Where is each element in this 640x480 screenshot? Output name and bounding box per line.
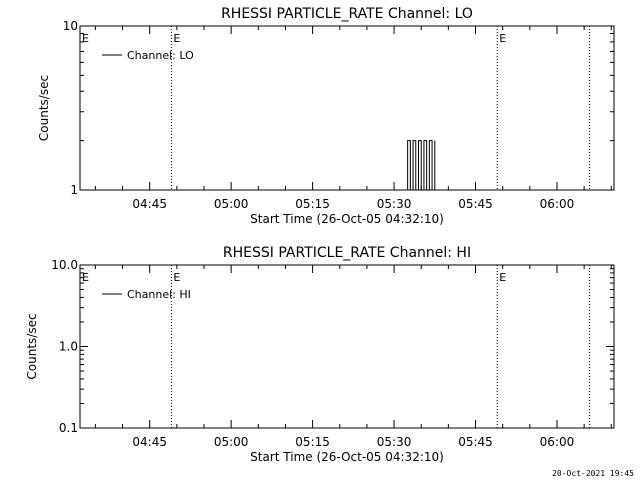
panel-2-title: RHESSI PARTICLE_RATE Channel: HI <box>223 245 471 261</box>
panel-1-event-label: E <box>173 32 180 45</box>
panel-1-x-tick-label: 04:45 <box>132 197 167 211</box>
panel-2-y-tick-label: 10.0 <box>51 258 78 272</box>
panel-1-x-tick-label: 05:45 <box>458 197 493 211</box>
panel-1-x-tick-label: 05:00 <box>214 197 249 211</box>
panel-1-y-tick-label: 10 <box>63 19 78 33</box>
panel-2-x-tick-label: 05:15 <box>295 435 330 449</box>
panel-2-event-label: E <box>499 271 506 284</box>
panel-2-x-tick-label: 05:30 <box>377 435 412 449</box>
panel-2-y-axis-label: Counts/sec <box>25 313 39 379</box>
panel-1-y-axis-label: Counts/sec <box>37 75 51 141</box>
panel-1-y-tick-label: 1 <box>70 183 78 197</box>
panel-1-x-axis-label: Start Time (26-Oct-05 04:32:10) <box>250 212 444 226</box>
panel-1-series-line <box>404 140 436 191</box>
panel-1-x-tick-label: 06:00 <box>540 197 575 211</box>
panel-1-x-tick-label: 05:15 <box>295 197 330 211</box>
panel-2-x-tick-label: 04:45 <box>132 435 167 449</box>
panel-1-event-label: E <box>499 32 506 45</box>
generation-timestamp: 20-Oct-2021 19:45 <box>552 469 634 478</box>
panel-1-title: RHESSI PARTICLE_RATE Channel: LO <box>221 6 473 22</box>
panel-2-x-axis-label: Start Time (26-Oct-05 04:32:10) <box>250 450 444 464</box>
panel-1-x-tick-label: 05:30 <box>377 197 412 211</box>
panel-2-legend-label: Channel: HI <box>127 288 191 301</box>
panel-2-y-tick-label: 1.0 <box>59 340 78 354</box>
panel-2-event-label: E <box>173 271 180 284</box>
panel-1-event-label: E <box>82 32 89 45</box>
panel-2-x-tick-label: 06:00 <box>540 435 575 449</box>
panel-2-x-tick-label: 05:45 <box>458 435 493 449</box>
panel-2-event-label: E <box>82 271 89 284</box>
panel-2-x-tick-label: 05:00 <box>214 435 249 449</box>
panel-1-legend-label: Channel: LO <box>127 49 194 62</box>
panel-1-plot-frame <box>79 25 615 191</box>
panel-2-y-tick-label: 0.1 <box>59 421 78 435</box>
